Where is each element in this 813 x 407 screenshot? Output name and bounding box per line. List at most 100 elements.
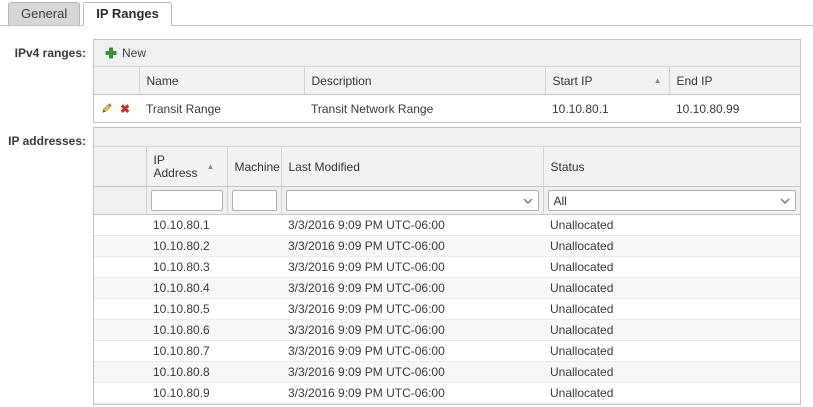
column-header-end-ip[interactable]: End IP <box>669 67 800 95</box>
table-row[interactable]: 10.10.80.6 3/3/2016 9:09 PM UTC-06:00 Un… <box>94 319 800 341</box>
column-header-description[interactable]: Description <box>304 67 546 95</box>
ip-addresses-grid: IP Address ▲ Machine Last Modified Statu… <box>93 127 801 405</box>
cell-machine <box>227 277 281 299</box>
cell-machine <box>227 235 281 257</box>
table-row[interactable]: 10.10.80.3 3/3/2016 9:09 PM UTC-06:00 Un… <box>94 256 800 278</box>
cell-last-modified: 3/3/2016 9:09 PM UTC-06:00 <box>281 256 543 278</box>
cell-ip: 10.10.80.9 <box>146 382 227 404</box>
column-header-machine-label: Machine <box>234 159 280 174</box>
column-header-machine[interactable]: Machine <box>227 147 282 187</box>
status-filter-value: All <box>553 193 567 208</box>
cell-machine <box>227 340 281 362</box>
column-header-name[interactable]: Name <box>139 67 305 95</box>
table-row[interactable]: ✖ Transit Range Transit Network Range 10… <box>94 95 800 123</box>
cell-range-end-ip: 10.10.80.99 <box>676 101 740 116</box>
table-row[interactable]: 10.10.80.1 3/3/2016 9:09 PM UTC-06:00 Un… <box>94 214 800 236</box>
cell-last-modified: 3/3/2016 9:09 PM UTC-06:00 <box>281 214 543 236</box>
table-row[interactable]: 10.10.80.5 3/3/2016 9:09 PM UTC-06:00 Un… <box>94 298 800 320</box>
tab-general[interactable]: General <box>8 2 81 26</box>
ip-addresses-header-row: IP Address ▲ Machine Last Modified Statu… <box>94 147 800 187</box>
column-header-last-modified[interactable]: Last Modified <box>281 147 544 187</box>
column-header-actions <box>94 147 147 187</box>
filter-actions-cell <box>94 186 147 215</box>
ip-addresses-section: IP addresses: IP Address ▲ <box>0 127 813 405</box>
ipv4-ranges-toolbar: New <box>94 40 800 67</box>
cell-ip: 10.10.80.7 <box>146 340 227 362</box>
cell-machine <box>227 319 281 341</box>
cell-last-modified: 3/3/2016 9:09 PM UTC-06:00 <box>281 235 543 257</box>
table-row[interactable]: 10.10.80.8 3/3/2016 9:09 PM UTC-06:00 Un… <box>94 361 800 383</box>
cell-last-modified: 3/3/2016 9:09 PM UTC-06:00 <box>281 298 543 320</box>
cell-range-description: Transit Network Range <box>311 101 434 116</box>
cell-machine <box>227 382 281 404</box>
filter-status-cell: All <box>543 186 800 215</box>
cell-ip: 10.10.80.5 <box>146 298 227 320</box>
machine-filter-input[interactable] <box>231 190 277 211</box>
last-modified-filter-dropdown[interactable] <box>285 190 539 211</box>
cell-last-modified: 3/3/2016 9:09 PM UTC-06:00 <box>281 361 543 383</box>
cell-status: Unallocated <box>543 235 800 257</box>
cell-last-modified: 3/3/2016 9:09 PM UTC-06:00 <box>281 319 543 341</box>
cell-machine <box>227 361 281 383</box>
ipv4-ranges-header-row: Name Description Start IP ▲ End IP <box>94 67 800 95</box>
cell-ip: 10.10.80.8 <box>146 361 227 383</box>
cell-range-name: Transit Range <box>146 101 221 116</box>
tab-bar: General IP Ranges <box>0 0 813 26</box>
cell-last-modified: 3/3/2016 9:09 PM UTC-06:00 <box>281 340 543 362</box>
chevron-down-icon <box>522 197 533 204</box>
row-actions-cell: ✖ <box>94 95 139 123</box>
cell-status: Unallocated <box>543 382 800 404</box>
cell-ip: 10.10.80.3 <box>146 256 227 278</box>
filter-machine-cell <box>227 186 282 215</box>
filter-ip-cell <box>146 186 228 215</box>
cell-last-modified: 3/3/2016 9:09 PM UTC-06:00 <box>281 277 543 299</box>
table-row[interactable]: 10.10.80.2 3/3/2016 9:09 PM UTC-06:00 Un… <box>94 235 800 257</box>
column-header-ip-address[interactable]: IP Address ▲ <box>146 147 228 187</box>
cell-ip: 10.10.80.6 <box>146 319 227 341</box>
cell-last-modified: 3/3/2016 9:09 PM UTC-06:00 <box>281 382 543 404</box>
cell-ip: 10.10.80.2 <box>146 235 227 257</box>
status-filter-dropdown[interactable]: All <box>547 190 796 211</box>
table-row[interactable]: 10.10.80.9 3/3/2016 9:09 PM UTC-06:00 Un… <box>94 382 800 404</box>
cell-status: Unallocated <box>543 361 800 383</box>
ip-addresses-toolbar <box>94 128 800 147</box>
ip-addresses-label: IP addresses: <box>8 134 86 148</box>
sort-asc-icon: ▲ <box>206 162 215 171</box>
ipv4-ranges-grid: New Name Description Start IP ▲ <box>93 39 801 123</box>
cell-ip: 10.10.80.1 <box>146 214 227 236</box>
tab-ip-ranges[interactable]: IP Ranges <box>83 2 172 26</box>
column-header-status-label: Status <box>550 159 585 174</box>
ipv4-ranges-label: IPv4 ranges: <box>14 46 86 60</box>
delete-icon[interactable]: ✖ <box>120 101 131 116</box>
cell-status: Unallocated <box>543 214 800 236</box>
cell-status: Unallocated <box>543 256 800 278</box>
cell-machine <box>227 214 281 236</box>
filter-row: All <box>94 186 800 215</box>
new-range-button[interactable]: New <box>105 46 146 60</box>
cell-ip: 10.10.80.4 <box>146 277 227 299</box>
cell-status: Unallocated <box>543 277 800 299</box>
table-row[interactable]: 10.10.80.7 3/3/2016 9:09 PM UTC-06:00 Un… <box>94 340 800 362</box>
column-header-actions <box>94 67 140 95</box>
ip-address-filter-input[interactable] <box>150 190 223 211</box>
column-header-start-ip-label: Start IP <box>552 73 593 88</box>
column-header-start-ip[interactable]: Start IP ▲ <box>545 67 670 95</box>
edit-icon[interactable] <box>100 102 113 115</box>
ip-addresses-table: IP Address ▲ Machine Last Modified Statu… <box>94 147 800 404</box>
sort-asc-icon: ▲ <box>653 76 662 85</box>
column-header-last-modified-label: Last Modified <box>288 159 360 174</box>
chevron-down-icon <box>780 197 790 204</box>
plus-icon <box>105 47 117 59</box>
cell-status: Unallocated <box>543 298 800 320</box>
cell-machine <box>227 298 281 320</box>
cell-status: Unallocated <box>543 319 800 341</box>
table-row[interactable]: 10.10.80.4 3/3/2016 9:09 PM UTC-06:00 Un… <box>94 277 800 299</box>
cell-range-start-ip: 10.10.80.1 <box>552 101 609 116</box>
column-header-status[interactable]: Status <box>543 147 800 187</box>
ipv4-ranges-table: Name Description Start IP ▲ End IP <box>94 67 800 122</box>
filter-last-modified-cell <box>281 186 544 215</box>
cell-machine <box>227 256 281 278</box>
ipv4-ranges-section: IPv4 ranges: New Name <box>0 39 813 123</box>
new-range-button-label: New <box>122 46 147 60</box>
